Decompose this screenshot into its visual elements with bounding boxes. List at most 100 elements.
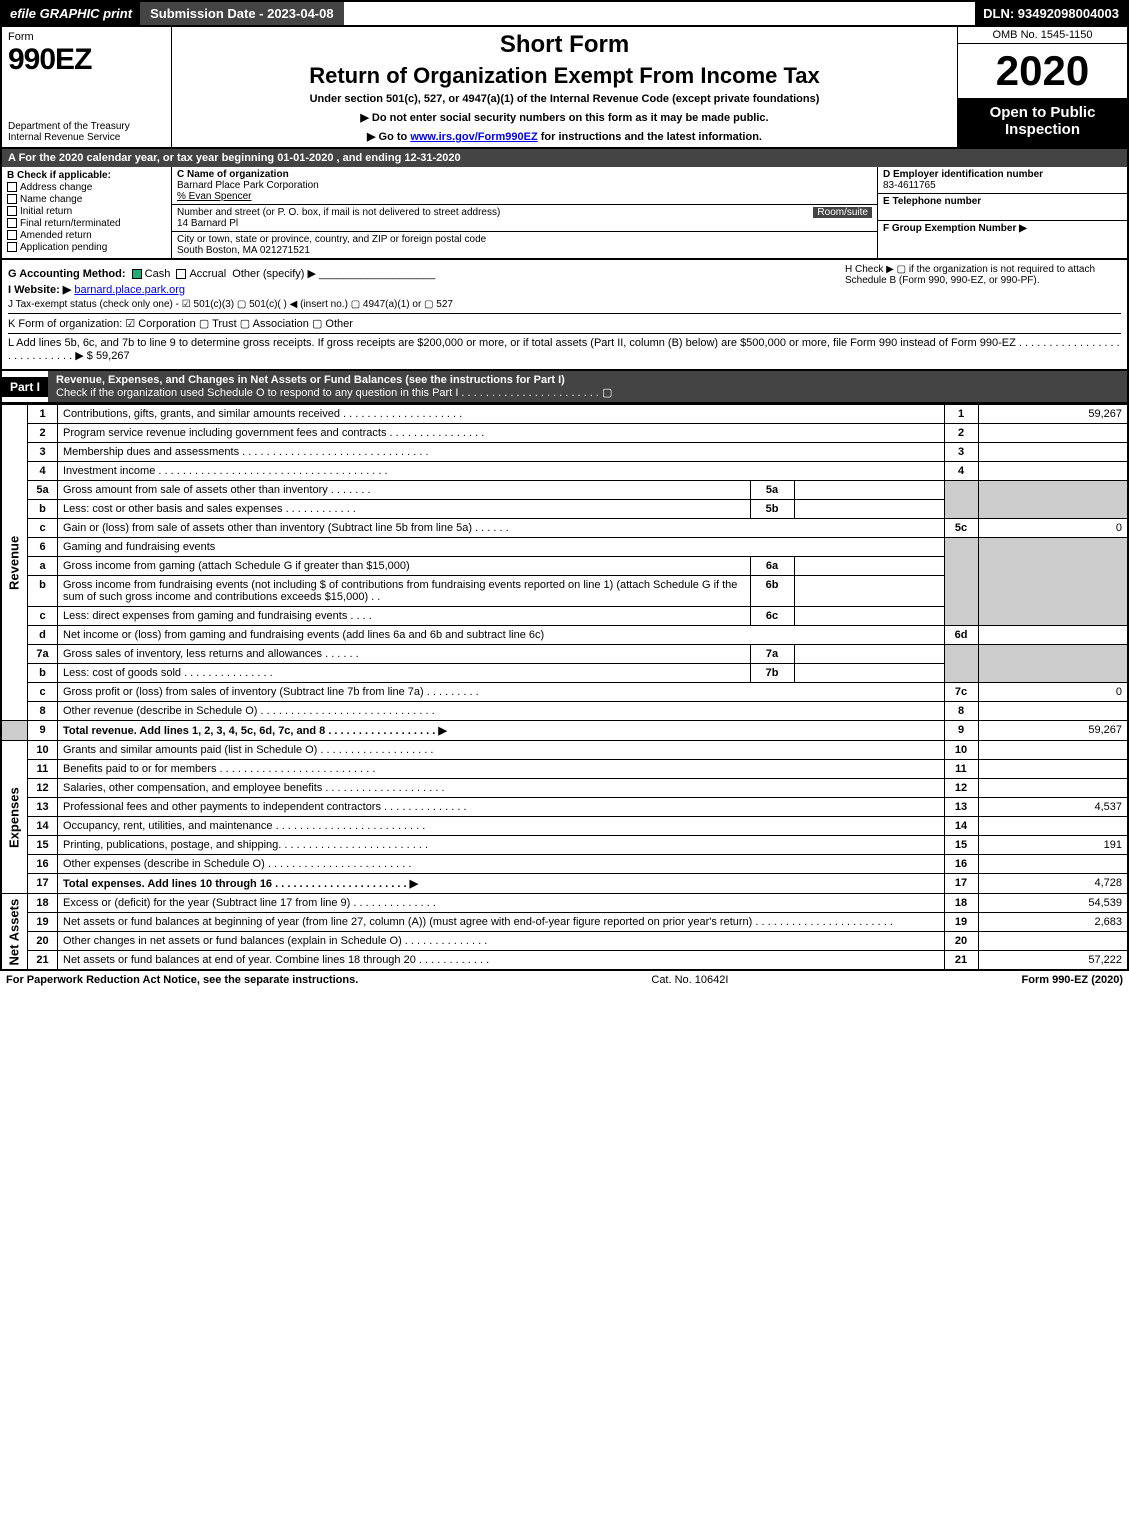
website-link[interactable]: barnard.place.park.org [74, 284, 185, 296]
irs-link[interactable]: www.irs.gov/Form990EZ [410, 131, 537, 143]
city-row: City or town, state or province, country… [172, 232, 877, 258]
misc-block: H Check ▶ ▢ if the organization is not r… [0, 260, 1129, 371]
page-footer: For Paperwork Reduction Act Notice, see … [0, 971, 1129, 989]
checkbox-address-change[interactable]: Address change [7, 182, 166, 193]
form-number: 990EZ [8, 43, 165, 77]
phone-cell: E Telephone number [878, 194, 1127, 221]
form-header: Form 990EZ Department of the Treasury In… [0, 27, 1129, 149]
table-row: 7a Gross sales of inventory, less return… [1, 645, 1128, 664]
header-center: Short Form Return of Organization Exempt… [172, 27, 957, 147]
table-row: 20 Other changes in net assets or fund b… [1, 932, 1128, 951]
header-right: OMB No. 1545-1150 2020 Open to Public In… [957, 27, 1127, 147]
line-value: 59,267 [978, 405, 1128, 424]
phone-value [883, 207, 1122, 218]
city-label: City or town, state or province, country… [177, 234, 872, 245]
goto-line: ▶ Go to www.irs.gov/Form990EZ for instru… [367, 130, 762, 143]
form-ref: Form 990-EZ (2020) [1022, 974, 1123, 986]
table-row: Net Assets 18 Excess or (deficit) for th… [1, 894, 1128, 913]
table-row: c Gross profit or (loss) from sales of i… [1, 683, 1128, 702]
table-row: 13 Professional fees and other payments … [1, 798, 1128, 817]
part1-check-text: Check if the organization used Schedule … [56, 387, 612, 399]
department: Department of the Treasury Internal Reve… [8, 121, 165, 143]
submission-date: Submission Date - 2023-04-08 [140, 2, 344, 25]
part1-title-text: Revenue, Expenses, and Changes in Net As… [56, 374, 565, 386]
expenses-label: Expenses [1, 741, 28, 894]
ein-label: D Employer identification number [883, 169, 1122, 180]
table-row: 11 Benefits paid to or for members . . .… [1, 760, 1128, 779]
table-row: 3 Membership dues and assessments . . . … [1, 443, 1128, 462]
table-row: 15 Printing, publications, postage, and … [1, 836, 1128, 855]
total-revenue-desc: Total revenue. Add lines 1, 2, 3, 4, 5c,… [63, 725, 447, 737]
open-to-public: Open to Public Inspection [958, 98, 1127, 147]
care-of: % Evan Spencer [177, 191, 872, 202]
table-row: 2 Program service revenue including gove… [1, 424, 1128, 443]
cash-label: Cash [145, 268, 171, 280]
tax-year: 2020 [958, 44, 1127, 98]
city-value: South Boston, MA 021271521 [177, 245, 872, 256]
checkbox-accrual-icon[interactable] [176, 269, 186, 279]
table-row: Expenses 10 Grants and similar amounts p… [1, 741, 1128, 760]
main-title: Return of Organization Exempt From Incom… [309, 63, 820, 89]
efile-label[interactable]: efile GRAPHIC print [2, 2, 140, 25]
table-row: Revenue 1 Contributions, gifts, grants, … [1, 405, 1128, 424]
part1-header-row: Part I Revenue, Expenses, and Changes in… [0, 371, 1129, 404]
checkbox-name-change[interactable]: Name change [7, 194, 166, 205]
row-l: L Add lines 5b, 6c, and 7b to line 9 to … [8, 333, 1121, 362]
part1-table: Revenue 1 Contributions, gifts, grants, … [0, 404, 1129, 971]
no-ssn-note: ▶ Do not enter social security numbers o… [360, 111, 768, 124]
ein-cell: D Employer identification number 83-4611… [878, 167, 1127, 194]
room-suite-label: Room/suite [813, 207, 872, 218]
goto-prefix: ▶ Go to [367, 131, 410, 143]
table-row: 5a Gross amount from sale of assets othe… [1, 481, 1128, 500]
name-label: C Name of organization [177, 169, 872, 180]
phone-label: E Telephone number [883, 196, 1122, 207]
checkbox-cash-icon[interactable] [132, 269, 142, 279]
org-name: Barnard Place Park Corporation [177, 180, 872, 191]
line-desc: Contributions, gifts, grants, and simila… [58, 405, 945, 424]
i-label: I Website: ▶ [8, 284, 71, 296]
section-b-label: B Check if applicable: [7, 170, 166, 181]
info-grid: B Check if applicable: Address change Na… [0, 167, 1129, 260]
line-ref: 1 [944, 405, 978, 424]
table-row: 16 Other expenses (describe in Schedule … [1, 855, 1128, 874]
table-row: 6 Gaming and fundraising events [1, 538, 1128, 557]
section-c: C Name of organization Barnard Place Par… [172, 167, 877, 258]
ein-value: 83-4611765 [883, 180, 1122, 191]
catalog-number: Cat. No. 10642I [651, 974, 728, 986]
header-left: Form 990EZ Department of the Treasury In… [2, 27, 172, 147]
line-num: 1 [28, 405, 58, 424]
table-row: 19 Net assets or fund balances at beginn… [1, 913, 1128, 932]
street-value: 14 Barnard Pl [177, 218, 872, 229]
table-row: d Net income or (loss) from gaming and f… [1, 626, 1128, 645]
table-row: 4 Investment income . . . . . . . . . . … [1, 462, 1128, 481]
row-j: J Tax-exempt status (check only one) - ☑… [8, 299, 1121, 310]
checkbox-initial-return[interactable]: Initial return [7, 206, 166, 217]
l-value: 59,267 [96, 350, 130, 362]
paperwork-notice: For Paperwork Reduction Act Notice, see … [6, 974, 358, 986]
part1-title: Revenue, Expenses, and Changes in Net As… [48, 371, 1127, 402]
l-text: L Add lines 5b, 6c, and 7b to line 9 to … [8, 337, 1120, 362]
table-row: 8 Other revenue (describe in Schedule O)… [1, 702, 1128, 721]
netassets-label: Net Assets [1, 894, 28, 971]
group-exemption-cell: F Group Exemption Number ▶ [878, 221, 1127, 236]
part1-tag: Part I [2, 377, 48, 397]
revenue-label: Revenue [1, 405, 28, 721]
section-def: D Employer identification number 83-4611… [877, 167, 1127, 258]
street-row: Number and street (or P. O. box, if mail… [172, 205, 877, 232]
table-row: 17 Total expenses. Add lines 10 through … [1, 874, 1128, 894]
omb-number: OMB No. 1545-1150 [958, 27, 1127, 44]
org-name-row: C Name of organization Barnard Place Par… [172, 167, 877, 205]
section-h: H Check ▶ ▢ if the organization is not r… [841, 264, 1121, 286]
checkbox-final-return[interactable]: Final return/terminated [7, 218, 166, 229]
table-row: 12 Salaries, other compensation, and emp… [1, 779, 1128, 798]
dln: DLN: 93492098004003 [975, 2, 1127, 25]
checkbox-application-pending[interactable]: Application pending [7, 242, 166, 253]
spacer [344, 2, 976, 25]
calendar-year-bar: A For the 2020 calendar year, or tax yea… [0, 149, 1129, 167]
table-row: 21 Net assets or fund balances at end of… [1, 951, 1128, 971]
total-expenses-desc: Total expenses. Add lines 10 through 16 … [63, 878, 418, 890]
topbar: efile GRAPHIC print Submission Date - 20… [0, 0, 1129, 27]
other-label: Other (specify) ▶ [232, 268, 316, 280]
section-b: B Check if applicable: Address change Na… [2, 167, 172, 258]
checkbox-amended-return[interactable]: Amended return [7, 230, 166, 241]
